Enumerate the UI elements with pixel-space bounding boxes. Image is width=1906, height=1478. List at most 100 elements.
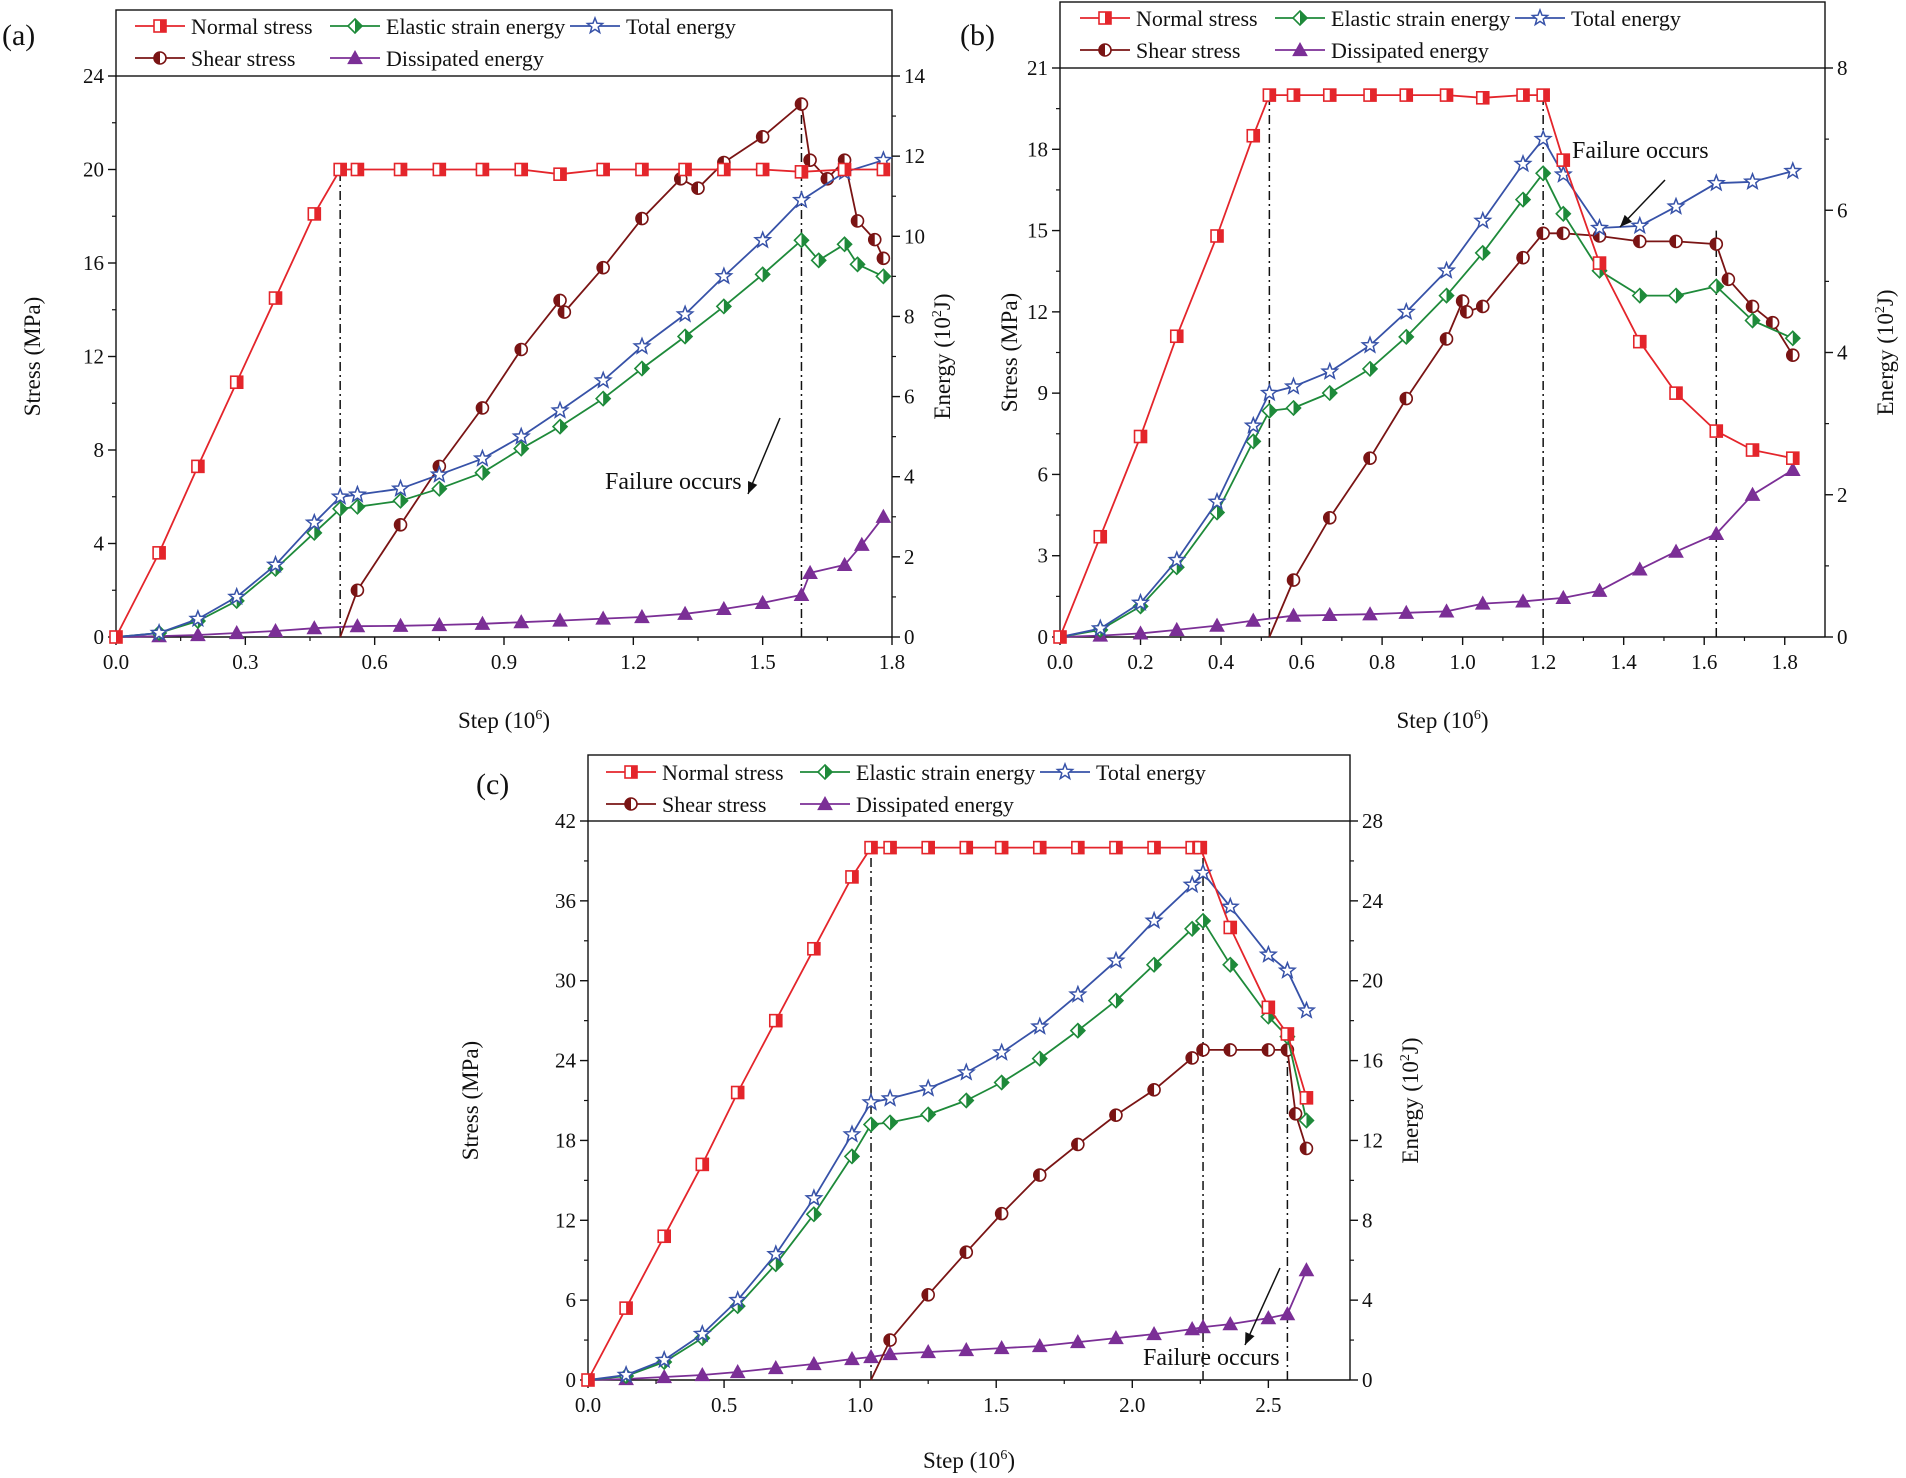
data-point xyxy=(1515,593,1531,608)
legend-marker xyxy=(1291,9,1309,27)
legend-entry: Elastic strain energy xyxy=(800,760,1035,785)
data-point xyxy=(1592,256,1607,270)
data-point xyxy=(1220,896,1240,916)
data-point xyxy=(1631,287,1648,304)
data-point xyxy=(717,162,731,177)
series-total-energy xyxy=(1059,128,1803,638)
data-point xyxy=(1535,165,1552,182)
data-point xyxy=(714,266,734,285)
data-point xyxy=(1261,1000,1276,1015)
y-right-tick-label: 12 xyxy=(1362,1128,1383,1152)
x-tick-label: 2.0 xyxy=(1119,1393,1145,1417)
x-tick-label: 0.6 xyxy=(362,650,388,674)
data-point xyxy=(1245,612,1262,627)
legend-label: Normal stress xyxy=(662,760,784,785)
data-point xyxy=(1288,1107,1303,1121)
data-point xyxy=(883,840,897,855)
y-left-tick-label: 0 xyxy=(94,625,105,649)
data-point xyxy=(511,426,531,445)
data-point xyxy=(920,1344,937,1359)
data-point xyxy=(229,375,244,390)
data-point xyxy=(472,448,493,467)
annotation-arrowhead xyxy=(1245,1332,1255,1345)
y-left-tick-label: 42 xyxy=(555,809,576,833)
y-right-tick-label: 14 xyxy=(904,64,926,88)
x-axis-title: Step (106) xyxy=(458,708,550,733)
y-right-tick-label: 0 xyxy=(1362,1368,1373,1392)
data-point xyxy=(1536,226,1550,241)
data-point xyxy=(837,162,852,177)
y-left-tick-label: 6 xyxy=(1038,462,1049,486)
y-right-tick-label: 24 xyxy=(1362,889,1384,913)
y-left-axis-title: Stress (MPa) xyxy=(458,1041,483,1160)
data-point xyxy=(1514,191,1532,208)
data-point xyxy=(1556,226,1571,241)
legend-marker xyxy=(1055,761,1075,781)
legend-label: Elastic strain energy xyxy=(856,760,1035,785)
data-point xyxy=(581,1373,595,1387)
legend-marker xyxy=(817,795,833,811)
x-tick-label: 0.9 xyxy=(491,650,517,674)
data-point xyxy=(553,293,567,308)
data-point xyxy=(875,508,892,523)
y-left-axis-title: Stress (MPa) xyxy=(20,297,45,416)
data-point xyxy=(1243,415,1263,434)
data-point xyxy=(802,564,818,579)
data-point xyxy=(766,1244,786,1263)
data-point xyxy=(656,1368,673,1384)
data-point xyxy=(794,97,809,111)
data-point xyxy=(921,840,935,855)
legend-marker xyxy=(624,797,638,811)
series-shear-stress xyxy=(339,97,891,638)
x-tick-label: 0.8 xyxy=(1369,650,1395,674)
data-point xyxy=(333,162,347,177)
legend-marker xyxy=(347,49,363,65)
data-point xyxy=(595,610,612,625)
data-point xyxy=(265,554,286,573)
data-point xyxy=(1071,1137,1085,1152)
legend-entry: Normal stress xyxy=(606,760,784,785)
x-tick-label: 0.0 xyxy=(575,1393,601,1417)
data-point xyxy=(474,464,491,481)
data-point xyxy=(152,546,166,560)
data-point xyxy=(350,583,365,598)
data-point xyxy=(1146,1326,1162,1341)
data-point xyxy=(429,464,449,483)
x-tick-label: 0.5 xyxy=(711,1393,737,1417)
data-point xyxy=(1053,630,1067,644)
data-point xyxy=(635,211,649,226)
data-point xyxy=(513,440,530,457)
data-point xyxy=(1298,1112,1315,1129)
data-point xyxy=(1068,984,1088,1003)
series-line xyxy=(587,872,1308,1381)
data-point xyxy=(1133,429,1148,444)
series-elastic-strain-energy xyxy=(587,912,1315,1385)
data-point xyxy=(730,1085,745,1100)
y-left-tick-label: 3 xyxy=(1038,544,1049,568)
data-point xyxy=(692,1324,712,1343)
series-shear-stress xyxy=(870,1043,1314,1381)
data-point xyxy=(1361,360,1379,377)
data-point xyxy=(754,594,771,610)
failure-annotation: Failure occurs xyxy=(1143,1345,1280,1371)
y-right-tick-label: 20 xyxy=(1362,969,1383,993)
data-point xyxy=(1195,1319,1211,1334)
x-axis-title: Step (106) xyxy=(1397,708,1489,733)
data-point xyxy=(616,1364,636,1384)
legend-entry: Shear stress xyxy=(135,46,295,71)
x-tick-label: 1.8 xyxy=(1772,650,1798,674)
data-point xyxy=(1090,618,1110,637)
data-point xyxy=(754,266,771,283)
data-point xyxy=(1398,328,1415,345)
data-point xyxy=(677,605,693,620)
data-point xyxy=(109,630,123,644)
data-point xyxy=(959,1245,974,1260)
y-right-tick-label: 12 xyxy=(904,144,925,168)
data-point xyxy=(1745,443,1760,457)
series-line xyxy=(587,919,1308,1381)
data-point xyxy=(768,1013,783,1028)
legend-entry: Dissipated energy xyxy=(1275,38,1489,63)
y-left-tick-label: 21 xyxy=(1027,56,1048,80)
data-point xyxy=(1474,595,1491,610)
